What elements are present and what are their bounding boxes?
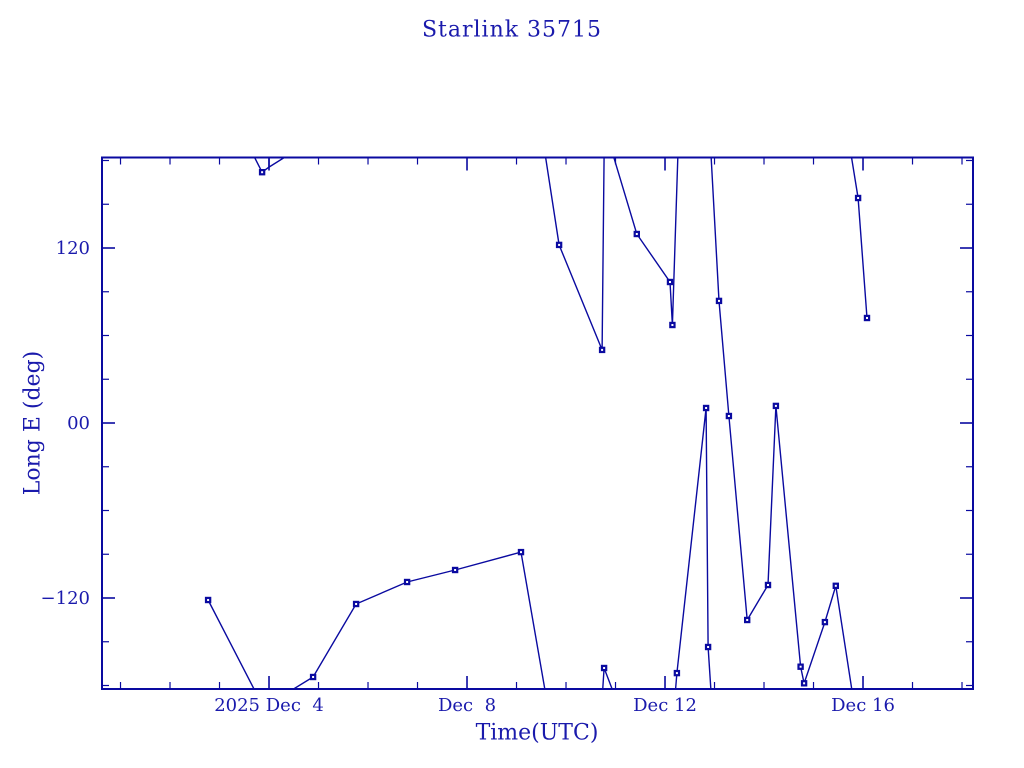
data-marker-center bbox=[718, 299, 720, 302]
data-polyline bbox=[850, 157, 868, 319]
data-polyline bbox=[710, 157, 853, 689]
x-axis-title: Time(UTC) bbox=[475, 720, 599, 746]
data-marker-center bbox=[520, 551, 522, 554]
data-polyline bbox=[613, 157, 679, 326]
data-marker-center bbox=[866, 317, 868, 319]
y-tick-label: 120 bbox=[56, 238, 90, 259]
x-tick-label: Dec 12 bbox=[633, 695, 697, 716]
data-marker-center bbox=[675, 672, 678, 675]
data-marker-center bbox=[669, 281, 671, 283]
data-marker-center bbox=[746, 619, 749, 621]
y-tick-label: 00 bbox=[67, 413, 90, 434]
data-marker-center bbox=[834, 584, 837, 587]
data-marker-center bbox=[823, 621, 826, 624]
data-marker-center bbox=[857, 197, 860, 199]
data-marker-center bbox=[705, 407, 708, 409]
data-marker-center bbox=[767, 584, 769, 586]
x-tick-label: Dec 8 bbox=[438, 695, 496, 716]
y-tick-label: −120 bbox=[41, 588, 90, 609]
data-marker-center bbox=[803, 682, 806, 685]
data-polyline bbox=[253, 157, 286, 174]
data-marker-center bbox=[406, 581, 409, 583]
data-marker-center bbox=[312, 676, 315, 678]
data-marker-center bbox=[727, 415, 730, 417]
data-polyline bbox=[292, 551, 546, 689]
data-marker-center bbox=[207, 599, 210, 601]
data-marker-center bbox=[774, 404, 777, 407]
data-polyline bbox=[602, 667, 613, 689]
data-marker-center bbox=[799, 665, 802, 668]
data-marker-center bbox=[454, 569, 457, 571]
data-marker-center bbox=[261, 171, 264, 174]
data-polyline bbox=[544, 157, 605, 351]
data-marker-center bbox=[603, 667, 606, 669]
data-marker-center bbox=[707, 646, 710, 648]
data-marker-center bbox=[558, 243, 561, 246]
x-tick-label: 2025 Dec 4 bbox=[214, 695, 324, 716]
data-marker-center bbox=[355, 603, 358, 605]
x-tick-label: Dec 16 bbox=[831, 695, 895, 716]
data-polyline bbox=[207, 599, 255, 689]
data-marker-center bbox=[671, 324, 674, 326]
chart-title: Starlink 35715 bbox=[421, 17, 603, 43]
data-marker-center bbox=[635, 233, 638, 235]
plot-border bbox=[101, 156, 974, 690]
data-marker-center bbox=[601, 348, 604, 351]
